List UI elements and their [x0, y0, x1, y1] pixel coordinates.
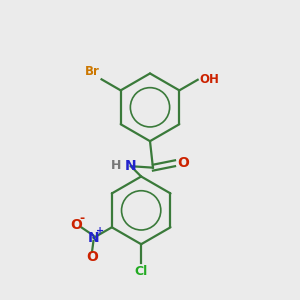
Text: Cl: Cl: [134, 265, 148, 278]
Text: +: +: [96, 226, 104, 236]
Text: -: -: [80, 212, 85, 225]
Text: N: N: [125, 159, 137, 172]
Text: H: H: [111, 159, 121, 172]
Text: O: O: [86, 250, 98, 264]
Text: N: N: [88, 231, 99, 245]
Text: OH: OH: [199, 73, 219, 86]
Text: Br: Br: [85, 65, 100, 78]
Text: O: O: [177, 156, 189, 170]
Text: O: O: [70, 218, 82, 232]
